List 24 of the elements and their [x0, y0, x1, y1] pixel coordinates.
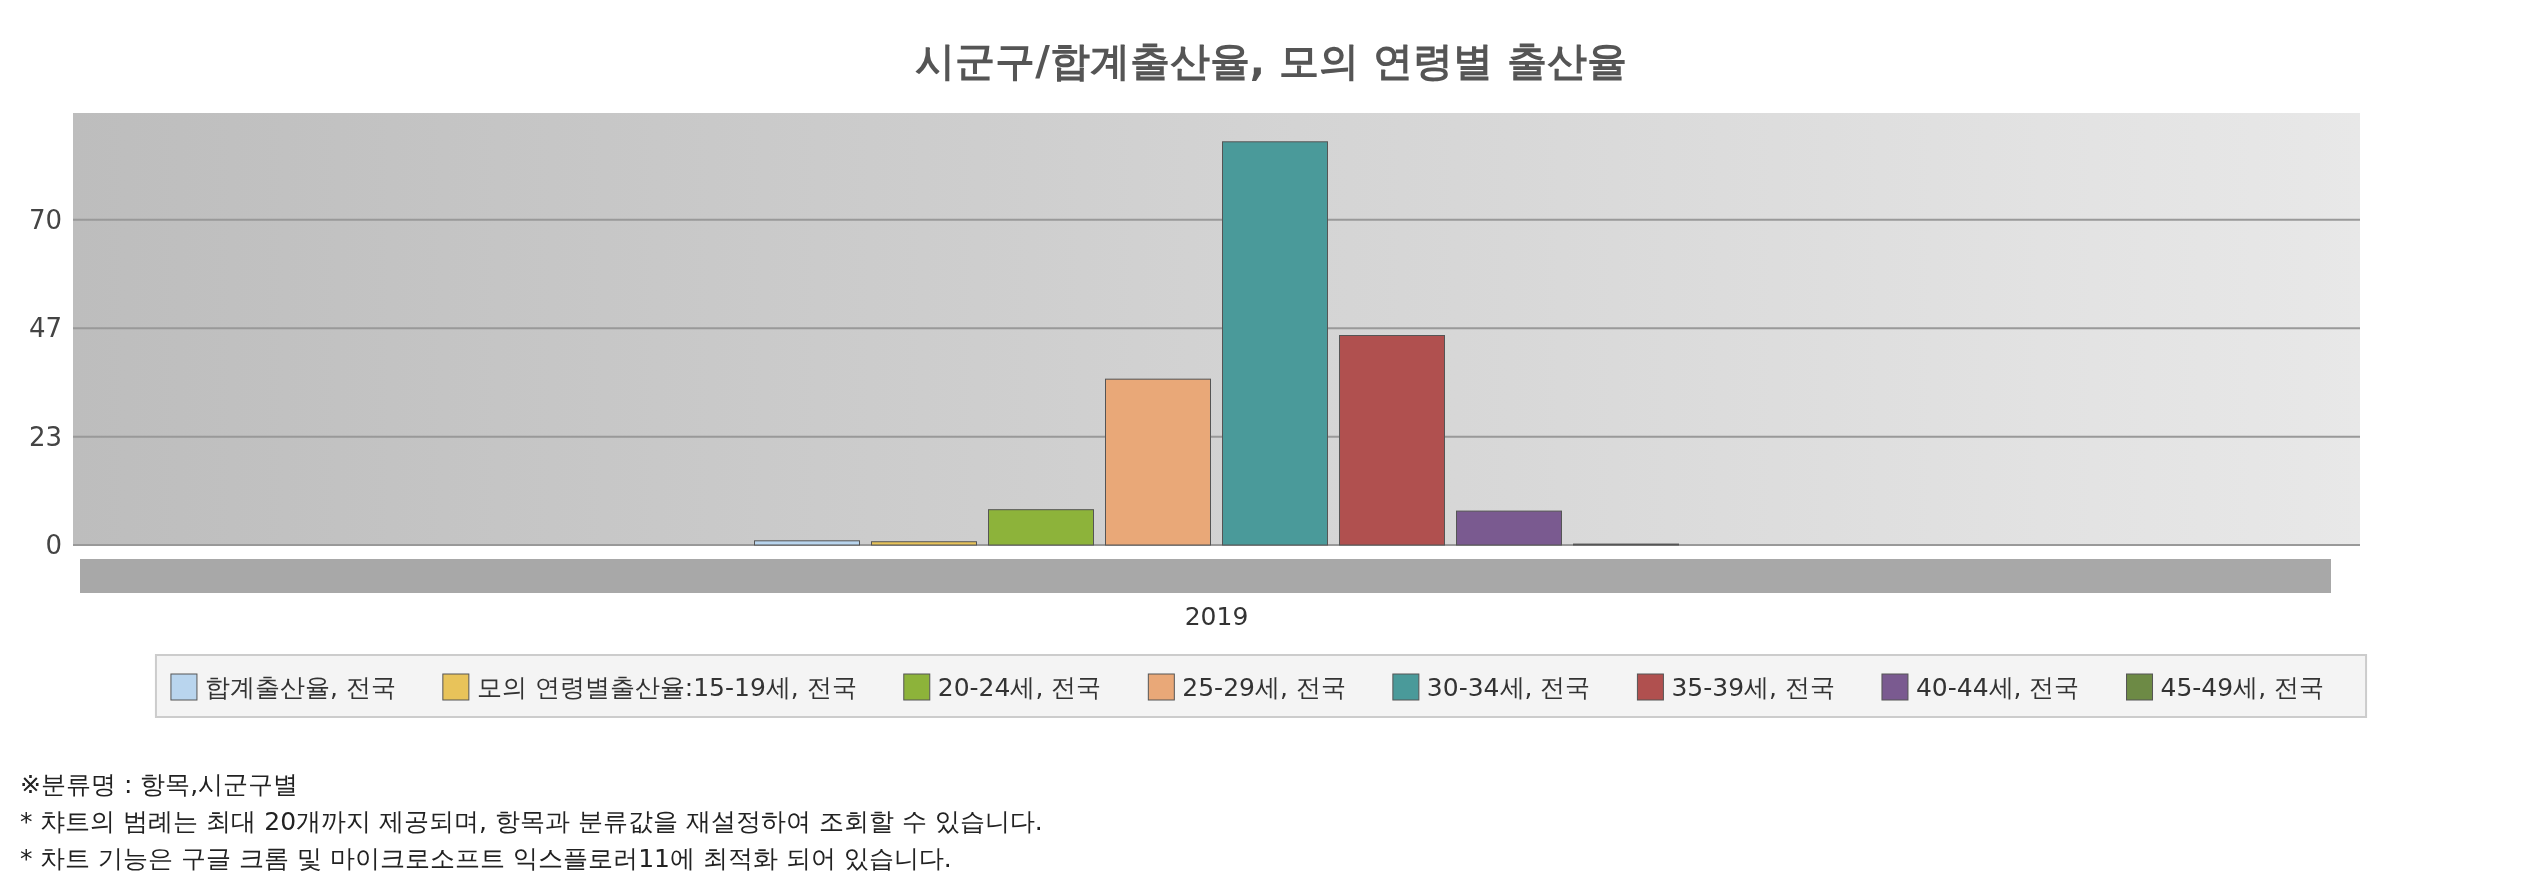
text: ※분류명 : 항목,시군구별	[20, 770, 299, 799]
bar	[988, 509, 1094, 546]
legend-label: 25-29세, 전국	[1182, 673, 1346, 702]
bar	[754, 540, 860, 546]
legend-label: 30-34세, 전국	[1426, 673, 1591, 702]
y-tick-label: 47	[28, 313, 62, 344]
chart-title: 시군구/합계출산율, 모의 연령별 출산율	[915, 38, 1627, 84]
legend-label: 45-49세, 전국	[2160, 673, 2325, 702]
bar	[1456, 510, 1562, 546]
legend-label: 35-39세, 전국	[1671, 673, 1835, 702]
bar	[1105, 378, 1211, 546]
y-tick-label: 0	[45, 530, 62, 560]
legend-label: 모의 연령별출산율:15-19세, 전국	[476, 673, 857, 702]
x-tick-label: 2019	[1184, 602, 1249, 631]
bar	[1222, 141, 1328, 546]
bar	[1339, 335, 1445, 546]
legend-label: 20-24세, 전국	[937, 673, 1102, 702]
y-tick-label: 70	[28, 204, 62, 235]
bar	[871, 541, 977, 546]
text: * 차트 기능은 구글 크롬 및 마이크로소프트 익스플로러11에 최적화 되어 있습니다.	[20, 844, 952, 873]
legend-label: 40-44세, 전국	[1915, 673, 2080, 702]
y-tick-label: 23	[28, 421, 62, 452]
legend-label: 합계출산율, 전국	[204, 673, 396, 702]
text: * 챠트의 범례는 최대 20개까지 제공되며, 항목과 분류값을 재설정하여 조회할 수 있습니다.	[20, 807, 1043, 836]
